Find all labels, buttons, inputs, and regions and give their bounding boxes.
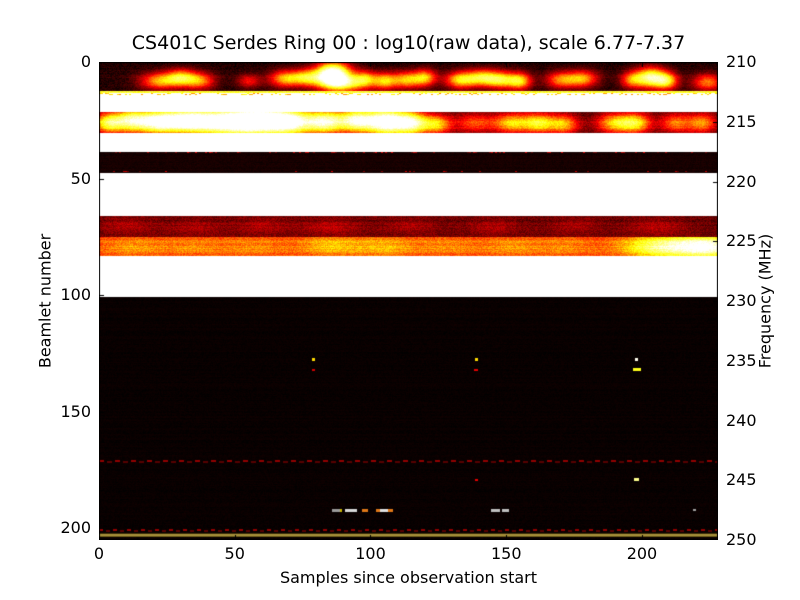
y-axis-label-right: Frequency (MHz) xyxy=(755,233,775,369)
x-axis-label: Samples since observation start xyxy=(279,568,538,587)
frequency-tick-label: 235 xyxy=(726,350,757,370)
frequency-tick-label: 210 xyxy=(726,52,757,71)
frequency-tick-label: 230 xyxy=(726,291,757,310)
heatmap-canvas xyxy=(99,62,718,540)
frequency-tick-label: 250 xyxy=(726,530,757,549)
frequency-tick-label: 220 xyxy=(726,171,757,191)
x-tick-label: 200 xyxy=(626,544,658,563)
frequency-tick-label: 215 xyxy=(726,111,757,131)
beamlet-tick-label: 100 xyxy=(60,285,91,305)
beamlet-tick-label: 150 xyxy=(60,401,91,421)
beamlet-tick-label: 50 xyxy=(70,168,91,188)
beamlet-tick-label: 0 xyxy=(80,52,91,71)
x-tick-label: 150 xyxy=(490,544,522,563)
frequency-tick-label: 225 xyxy=(726,231,757,251)
chart-title: CS401C Serdes Ring 00 : log10(raw data),… xyxy=(131,32,686,54)
x-tick-label: 0 xyxy=(93,544,105,563)
beamlet-tick-label: 200 xyxy=(60,518,91,538)
x-tick-label: 50 xyxy=(224,544,245,563)
x-tick-label: 100 xyxy=(355,544,386,563)
frequency-tick-label: 240 xyxy=(726,410,757,430)
frequency-tick-label: 245 xyxy=(726,470,757,490)
